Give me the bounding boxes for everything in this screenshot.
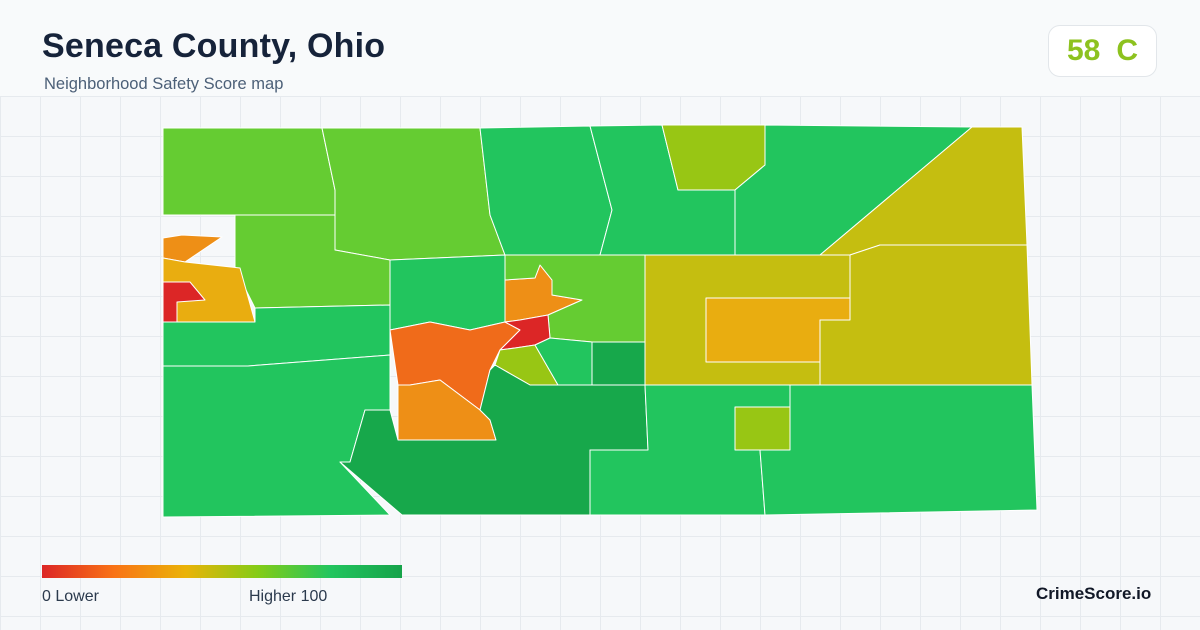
- safety-score-grade: C: [1116, 34, 1139, 67]
- map-area-north-center[interactable]: [479, 125, 613, 256]
- legend-color-scale: [42, 565, 402, 578]
- map-area-north-west[interactable]: [162, 127, 336, 216]
- map-area-south-east-2[interactable]: [759, 384, 1038, 516]
- header-band: [0, 0, 1200, 96]
- legend-max-label: Higher 100: [249, 588, 328, 605]
- map-area-west-town-1[interactable]: [162, 234, 223, 263]
- map-area-city-southeast[interactable]: [591, 341, 646, 386]
- map-area-south-east-block[interactable]: [734, 406, 791, 451]
- legend-min-label: 0 Lower: [42, 588, 99, 605]
- map-area-north-upper[interactable]: [321, 127, 506, 261]
- page-subtitle: Neighborhood Safety Score map: [44, 75, 284, 93]
- map-area-central-upper[interactable]: [389, 254, 506, 331]
- map-area-east-far[interactable]: [819, 244, 1033, 386]
- map-area-west-lower[interactable]: [162, 354, 391, 518]
- safety-score-badge: 58 C: [1048, 25, 1157, 77]
- safety-score-value: 58: [1066, 34, 1101, 67]
- page-title: Seneca County, Ohio: [42, 27, 386, 65]
- brand-logo-text[interactable]: CrimeScore.io: [1036, 584, 1152, 603]
